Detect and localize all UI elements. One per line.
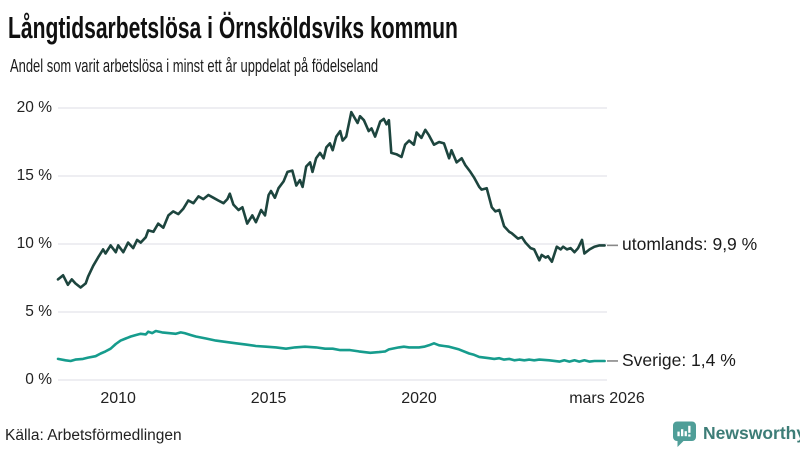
y-axis-tick-label: 20 %	[16, 99, 52, 116]
chart-subtitle: Andel som varit arbetslösa i minst ett å…	[10, 56, 379, 76]
series-line-utomlands	[56, 110, 606, 289]
brand-name: Newsworthy	[703, 423, 800, 443]
y-axis-tick-label: 0 %	[25, 371, 52, 388]
x-axis-tick-label: 2010	[100, 390, 136, 407]
page-title: Långtidsarbetslösa i Örnsköldsviks kommu…	[8, 10, 458, 45]
series-end-label-utomlands: utomlands: 9,9 %	[622, 234, 758, 255]
x-axis-tick-label: 2015	[250, 390, 287, 407]
x-axis-tick-label: 2020	[401, 390, 437, 407]
series-end-label-sverige: Sverige: 1,4 %	[622, 349, 736, 370]
y-axis-tick-label: 15 %	[16, 167, 52, 184]
x-axis-tick-label: mars 2026	[569, 390, 645, 407]
y-axis-tick-label: 10 %	[16, 235, 52, 252]
newsworthy-bar-chart-bubble-icon	[673, 421, 696, 447]
series-line-sverige	[56, 329, 606, 363]
newsworthy-logo[interactable]: Newsworthy	[670, 419, 800, 449]
y-axis-tick-label: 5 %	[25, 303, 52, 320]
source-caption: Källa: Arbetsförmedlingen	[5, 427, 182, 444]
